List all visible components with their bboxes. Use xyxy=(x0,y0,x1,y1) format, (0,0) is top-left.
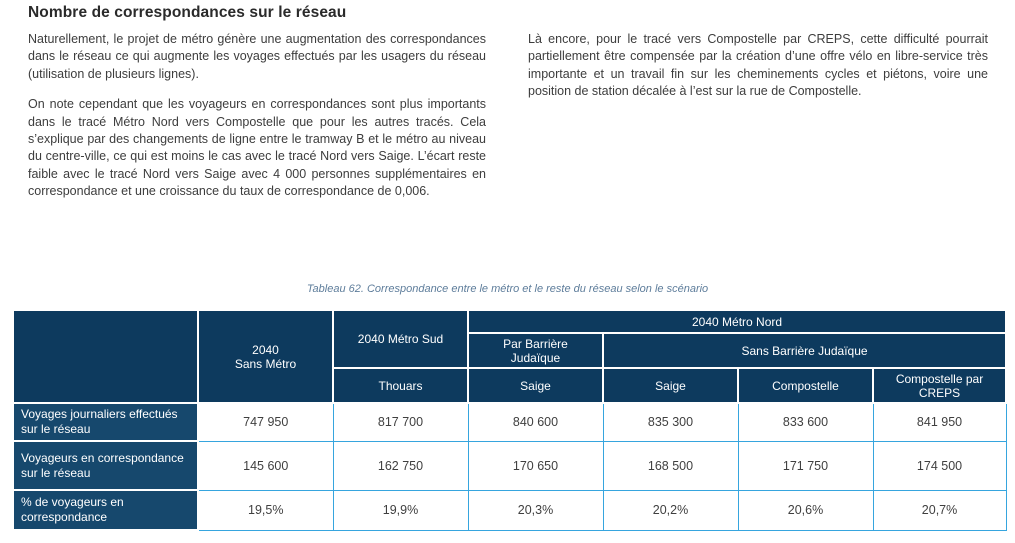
cell-value: 168 500 xyxy=(602,440,739,491)
cell-value: 20,2% xyxy=(602,489,739,531)
paragraph-creps: Là encore, pour le tracé vers Compostell… xyxy=(528,32,988,99)
cell-value: 20,7% xyxy=(872,489,1007,531)
col-header-2040-metro-sud: 2040 Métro Sud xyxy=(332,309,469,369)
section-heading: Nombre de correspondances sur le réseau xyxy=(28,4,347,21)
table-row-pct-voyageurs: % de voyageurs en correspondance 19,5% 1… xyxy=(12,489,1007,531)
cell-value: 19,9% xyxy=(332,489,469,531)
cell-value: 817 700 xyxy=(332,402,469,442)
cell-value: 19,5% xyxy=(197,489,334,531)
corner-cell xyxy=(12,309,199,404)
cell-value: 171 750 xyxy=(737,440,874,491)
left-column: Naturellement, le projet de métro génère… xyxy=(28,31,486,214)
table-row-voyageurs-correspondance: Voyageurs en correspondance sur le résea… xyxy=(12,440,1007,491)
text-columns: Naturellement, le projet de métro génère… xyxy=(28,31,988,214)
cell-value: 841 950 xyxy=(872,402,1007,442)
cell-value: 833 600 xyxy=(737,402,874,442)
col-header-saige-sans-barriere: Saige xyxy=(602,367,739,404)
col-header-2040-metro-nord: 2040 Métro Nord xyxy=(466,309,1008,334)
paragraph-intro: Naturellement, le projet de métro génère… xyxy=(28,32,486,81)
col-header-sans-barriere-judaique: Sans Barrière Judaïque xyxy=(601,332,1008,369)
col-header-2040-sans-metro: 2040 Sans Métro xyxy=(197,309,334,404)
table-row-voyages-journaliers: Voyages journaliers effectués sur le rés… xyxy=(12,402,1007,442)
cell-value: 747 950 xyxy=(197,402,334,442)
paragraph-analysis: On note cependant que les voyageurs en c… xyxy=(28,97,486,199)
cell-value: 162 750 xyxy=(332,440,469,491)
right-column: Là encore, pour le tracé vers Compostell… xyxy=(528,31,988,214)
cell-value: 20,6% xyxy=(737,489,874,531)
cell-value: 20,3% xyxy=(467,489,604,531)
col-header-compostelle-par-creps: Compostelle par CREPS xyxy=(871,367,1008,404)
cell-value: 835 300 xyxy=(602,402,739,442)
col-header-compostelle: Compostelle xyxy=(737,367,874,404)
table-caption: Tableau 62. Correspondance entre le métr… xyxy=(306,283,709,295)
cell-value: 840 600 xyxy=(467,402,604,442)
row-label: Voyages journaliers effectués sur le rés… xyxy=(12,402,199,442)
col-header-par-barriere-judaique: Par Barrière Judaïque xyxy=(467,332,604,369)
row-label: Voyageurs en correspondance sur le résea… xyxy=(12,440,199,491)
cell-value: 170 650 xyxy=(467,440,604,491)
col-header-thouars: Thouars xyxy=(332,367,469,404)
col-header-saige-par-barriere: Saige xyxy=(467,367,604,404)
row-label: % de voyageurs en correspondance xyxy=(12,489,199,531)
cell-value: 174 500 xyxy=(872,440,1007,491)
cell-value: 145 600 xyxy=(197,440,334,491)
correspondance-table: 2040 Sans Métro 2040 Métro Sud 2040 Métr… xyxy=(12,309,1008,531)
